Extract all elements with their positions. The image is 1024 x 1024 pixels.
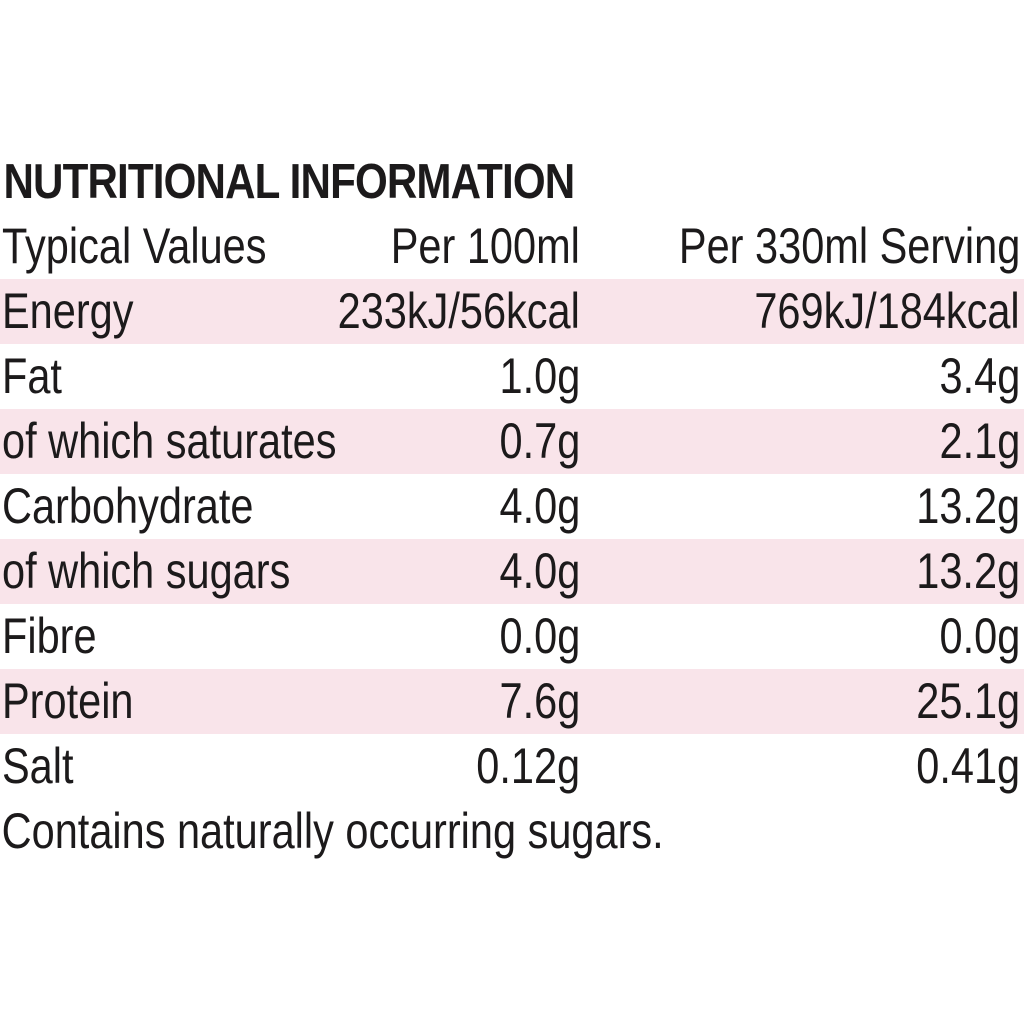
row-per-serving: 3.4g	[939, 348, 1020, 404]
table-header-row: Typical Values Per 100ml Per 330ml Servi…	[0, 214, 1024, 279]
table-row-salt: Salt 0.12g 0.41g	[0, 734, 1024, 799]
nutrition-panel: NUTRITIONAL INFORMATION Typical Values P…	[0, 150, 1024, 864]
row-label: Protein	[2, 673, 134, 729]
row-per-100ml: 4.0g	[499, 478, 580, 534]
row-per-serving: 13.2g	[916, 478, 1020, 534]
row-per-serving: 25.1g	[916, 673, 1020, 729]
row-per-100ml: 7.6g	[499, 673, 580, 729]
row-per-serving: 0.41g	[916, 738, 1020, 794]
table-row-saturates: of which saturates 0.7g 2.1g	[0, 409, 1024, 474]
table-row-energy: Energy 233kJ/56kcal 769kJ/184kcal	[0, 279, 1024, 344]
table-row-protein: Protein 7.6g 25.1g	[0, 669, 1024, 734]
table-row-sugars: of which sugars 4.0g 13.2g	[0, 539, 1024, 604]
row-label: Fibre	[2, 608, 97, 664]
row-label: Salt	[2, 738, 74, 794]
row-per-serving: 0.0g	[939, 608, 1020, 664]
row-per-100ml: 233kJ/56kcal	[337, 283, 580, 339]
table-row-fibre: Fibre 0.0g 0.0g	[0, 604, 1024, 669]
row-per-100ml: 0.0g	[499, 608, 580, 664]
row-per-serving: 769kJ/184kcal	[754, 283, 1020, 339]
row-label: Carbohydrate	[2, 478, 254, 534]
row-per-serving: 2.1g	[939, 413, 1020, 469]
row-per-serving: 13.2g	[916, 543, 1020, 599]
row-per-100ml: 0.7g	[499, 413, 580, 469]
row-per-100ml: 4.0g	[499, 543, 580, 599]
table-row-carbohydrate: Carbohydrate 4.0g 13.2g	[0, 474, 1024, 539]
row-label: of which sugars	[2, 543, 291, 599]
sugars-footnote: Contains naturally occurring sugars.	[1, 803, 664, 859]
row-label: Fat	[2, 348, 62, 404]
row-label: Energy	[2, 283, 134, 339]
header-typical-values: Typical Values	[2, 218, 267, 274]
header-per-100ml: Per 100ml	[390, 218, 580, 274]
table-row-fat: Fat 1.0g 3.4g	[0, 344, 1024, 409]
row-per-100ml: 1.0g	[499, 348, 580, 404]
header-per-serving: Per 330ml Serving	[678, 218, 1020, 274]
row-label: of which saturates	[2, 413, 337, 469]
nutrition-title: NUTRITIONAL INFORMATION	[3, 155, 575, 209]
row-per-100ml: 0.12g	[476, 738, 580, 794]
